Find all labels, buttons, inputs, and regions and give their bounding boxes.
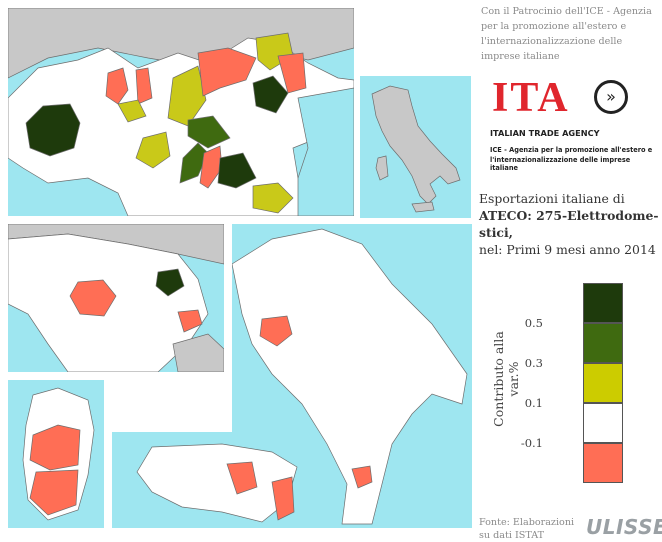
legend-tick-label: -0.1 (520, 436, 543, 450)
province-neg-como (105, 67, 129, 105)
province-neg-ancona (177, 309, 203, 333)
center-gray-rome (172, 333, 224, 372)
italy-silhouette (371, 85, 461, 205)
sardinia-silhouette (375, 155, 389, 181)
sicily-mainland (136, 443, 298, 523)
legend-swatch (583, 323, 623, 363)
ita-logo-mark: ITA (492, 75, 570, 121)
legend-swatch (583, 363, 623, 403)
ita-logo: ITA » ITALIAN TRADE AGENCY ICE - Agenzia… (488, 74, 653, 172)
province-high-bologna (217, 152, 257, 189)
province-neg-sassari (29, 424, 81, 471)
legend-swatch (583, 443, 623, 483)
chart-title: Esportazioni italiane di ATECO: 275-Elet… (479, 190, 661, 258)
sea-adriatic (297, 87, 354, 216)
map-panel-italy-overview (360, 76, 471, 218)
source-line-2: su dati ISTAT (479, 530, 545, 541)
title-line-3: stici, (479, 225, 513, 240)
map-panel-sardinia (8, 380, 104, 528)
province-low-bergamo (167, 65, 207, 127)
province-low-milano (117, 99, 147, 123)
map-panel-north (8, 8, 354, 216)
province-mid-mantova (187, 115, 231, 149)
province-neg-reggio (199, 145, 223, 189)
province-neg-catania (271, 476, 295, 521)
ita-tagline-1: ICE - Agenzia per la promozione all'este… (490, 146, 653, 154)
source-note: Fonte: Elaborazioni su dati ISTAT (479, 516, 574, 542)
province-neg-cagliari (29, 469, 79, 516)
legend: 0.5 0.3 0.1 -0.1 (521, 283, 623, 523)
legend-tick-label: 0.3 (524, 356, 543, 370)
province-neg-belluno (277, 52, 307, 94)
province-neg-lecco (135, 67, 153, 105)
title-line-4: nel: Primi 9 mesi anno 2014 (479, 242, 656, 257)
legend-tick-label: 0.1 (524, 396, 543, 410)
ita-tagline-2: l'internazionalizzazione delle imprese i… (490, 156, 631, 172)
ita-agency-name: ITALIAN TRADE AGENCY (490, 128, 600, 138)
province-low-pavia (135, 131, 171, 169)
province-neg-palermo (226, 461, 258, 495)
ulisse-brand: ULISSE (586, 515, 662, 539)
south-mainland (232, 228, 468, 525)
source-line-1: Fonte: Elaborazioni (479, 517, 575, 528)
ita-arrow-icon: » (594, 80, 628, 114)
title-line-1: Esportazioni italiane di (479, 191, 625, 206)
province-low-forli (252, 182, 294, 214)
province-high-treviso (252, 75, 289, 114)
patronage-text: Con il Patrocinio dell'ICE - Agenzia per… (481, 6, 652, 62)
sicily-silhouette (411, 201, 435, 213)
province-neg-firenze (69, 279, 117, 317)
legend-swatch (583, 403, 623, 443)
province-high-pesaro (155, 268, 185, 297)
province-neg-napoli (259, 315, 293, 347)
province-high-piemonte (25, 103, 81, 157)
title-line-2: ATECO: 275-Elettrodome- (479, 208, 659, 223)
map-panel-sicily (112, 432, 312, 528)
map-panel-center (8, 224, 224, 372)
legend-tick-label: 0.5 (524, 316, 543, 330)
province-neg-brescia (197, 47, 257, 97)
legend-axis-label: Contributo alla var.% (491, 331, 521, 427)
province-neg-reggio-calabria (351, 465, 373, 489)
legend-swatch (583, 283, 623, 323)
